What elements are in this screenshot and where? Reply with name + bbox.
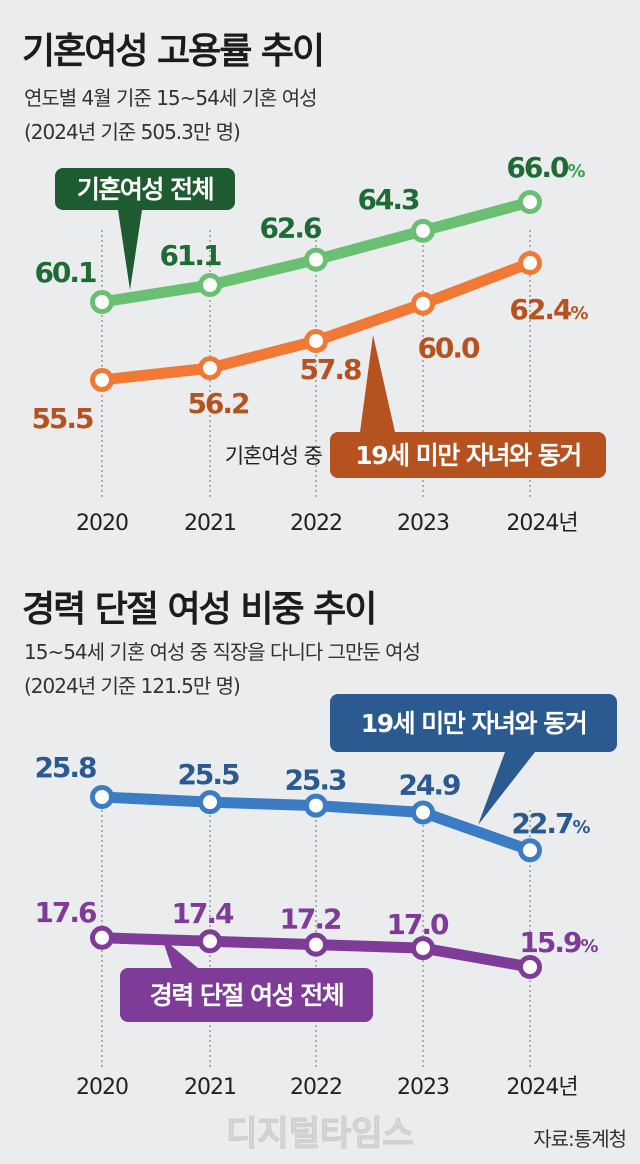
data-point	[90, 367, 114, 392]
data-point	[411, 800, 435, 825]
data-label: 17.2	[279, 903, 341, 936]
source-note: 자료:통계청	[533, 1127, 627, 1151]
legend-prefix: 기혼여성 중	[225, 444, 323, 468]
data-label: 64.3	[357, 183, 419, 216]
legend-pointer	[478, 752, 535, 825]
data-label: 56.2	[187, 387, 249, 420]
data-point	[90, 290, 114, 314]
data-label: 62.6	[259, 212, 321, 245]
data-label: 25.5	[177, 758, 239, 791]
data-point	[411, 936, 435, 961]
data-label: 25.3	[284, 764, 346, 797]
x-tick-label: 2022	[290, 1075, 342, 1100]
unit-label: %	[571, 303, 589, 324]
data-label: 17.6	[34, 896, 96, 929]
data-label: 62.4%	[509, 293, 588, 326]
chart2-subtitle: 15~54세 기혼 여성 중 직장을 다니다 그만둔 여성	[24, 640, 421, 664]
unit-label: %	[573, 817, 591, 838]
data-point	[304, 247, 328, 272]
data-point	[90, 925, 114, 950]
x-tick-label: 2023	[397, 1075, 449, 1100]
x-tick-label: 2022	[290, 511, 342, 536]
x-tick-label: 2021	[184, 511, 236, 536]
data-point	[411, 218, 435, 243]
chart2-title: 경력 단절 여성 비중 추이	[22, 589, 377, 630]
legend-label: 경력 단절 여성 전체	[150, 981, 344, 1010]
watermark: 디지털타임스	[226, 1114, 414, 1154]
data-point	[198, 790, 222, 815]
chart1-title: 기혼여성 고용률 추이	[22, 31, 325, 72]
data-point	[518, 838, 542, 863]
data-label: 60.0	[417, 332, 480, 365]
data-label: 60.1	[34, 256, 96, 289]
data-label: 55.5	[31, 402, 93, 435]
data-label: 66.0%	[506, 151, 585, 184]
data-label: 25.8	[34, 751, 96, 784]
data-label: 22.7%	[511, 807, 590, 840]
x-tick-label: 2021	[184, 1075, 236, 1100]
data-point	[304, 793, 328, 818]
chart1-subtitle: 연도별 4월 기준 15~54세 기혼 여성	[24, 86, 318, 110]
legend-pointer	[118, 210, 142, 290]
data-point	[198, 929, 222, 954]
data-point	[518, 190, 542, 214]
legend-label: 19세 미만 자녀와 동거	[355, 441, 580, 470]
chart2-note: (2024년 기준 121.5만 명)	[24, 674, 241, 698]
legend-label: 19세 미만 자녀와 동거	[361, 709, 586, 738]
legend-box	[120, 968, 373, 1022]
x-tick-label: 2020	[76, 1075, 128, 1100]
unit-label: %	[568, 161, 586, 182]
data-point	[90, 785, 114, 809]
chart1-note: (2024년 기준 505.3만 명)	[24, 120, 241, 144]
data-label: 15.9%	[519, 926, 598, 959]
data-label: 57.8	[299, 353, 361, 386]
data-point	[304, 932, 328, 957]
legend-box	[55, 168, 235, 210]
x-tick-label: 2024년	[506, 1075, 577, 1100]
data-point	[518, 955, 542, 979]
legend-label: 기혼여성 전체	[77, 175, 213, 204]
data-label: 17.0	[386, 908, 449, 941]
data-point	[198, 356, 222, 381]
data-label: 17.4	[171, 897, 234, 930]
unit-label: %	[581, 936, 599, 957]
data-point	[518, 251, 542, 276]
legend-pointer	[360, 335, 395, 432]
data-label: 61.1	[159, 239, 221, 272]
legend-box	[330, 694, 617, 752]
x-tick-label: 2023	[397, 511, 449, 536]
x-tick-label: 2024년	[506, 511, 577, 536]
legend-box	[330, 432, 606, 478]
data-label: 24.9	[398, 768, 460, 801]
data-point	[198, 273, 222, 298]
x-tick-label: 2020	[76, 511, 128, 536]
data-point	[304, 328, 328, 353]
data-point	[411, 291, 435, 316]
